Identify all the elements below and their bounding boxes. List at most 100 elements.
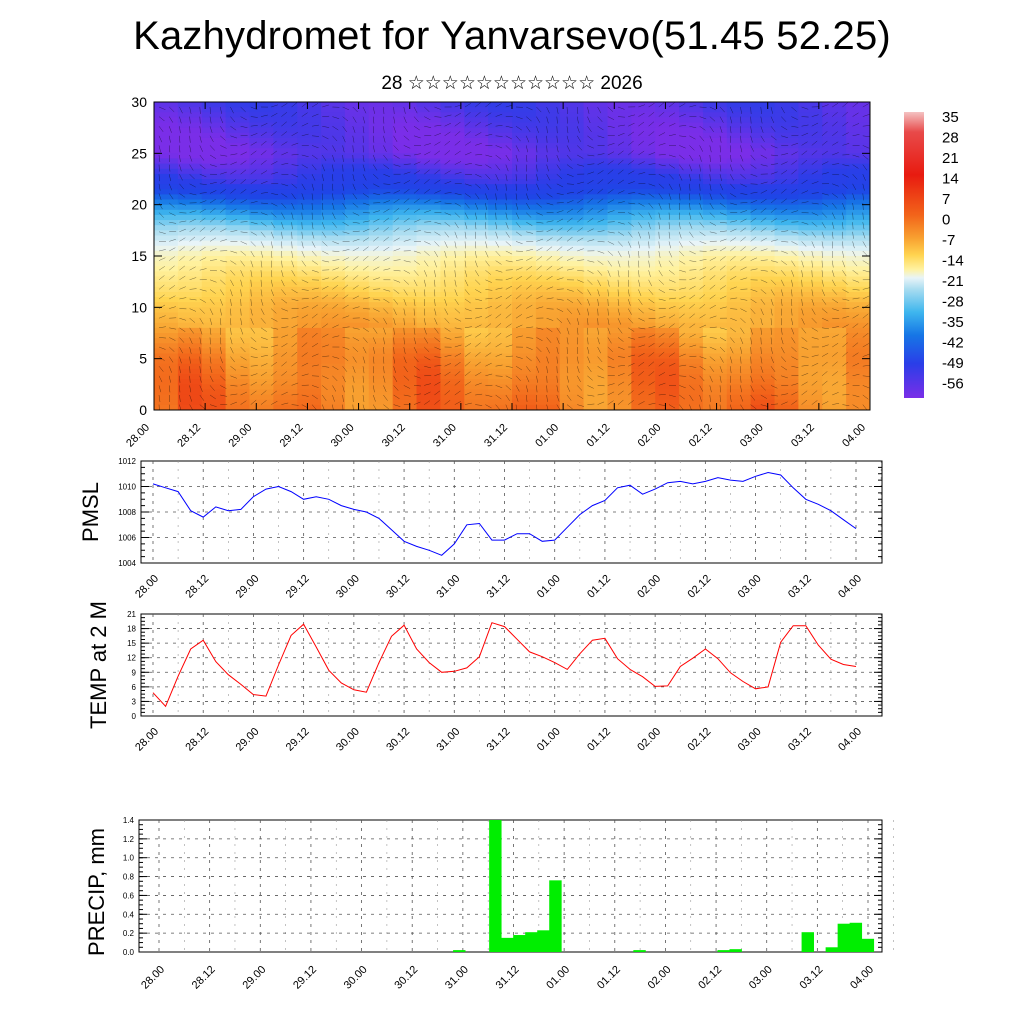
wind-barb [862,222,865,230]
wind-barb [750,173,758,177]
wind-barb [781,365,788,371]
wind-barb [271,171,278,175]
heatmap-cell [750,112,776,118]
heatmap-cell [679,240,704,247]
heatmap-cell [297,230,322,237]
wind-barb [413,356,419,363]
heatmap-cell [321,107,346,113]
wind-barb [403,308,406,316]
heatmap-cell [702,286,728,293]
heatmap-cell [154,199,179,206]
wind-barb [699,394,702,402]
heatmap-cell [679,122,704,129]
heatmap-cell [774,245,799,252]
wind-barb [434,365,442,367]
wind-barb [444,289,446,297]
heatmap-cell [273,179,298,185]
wind-barb [271,361,278,367]
wind-barb [403,154,411,157]
heatmap-cell [344,312,370,319]
heatmap-cell [225,338,251,344]
heatmap-cell [488,281,513,288]
heatmap-cell [297,112,322,118]
heatmap-cell [702,379,728,385]
wind-barb [730,317,737,321]
wind-barb [403,375,410,381]
heatmap-cell [177,399,203,406]
wind-barb [597,365,604,371]
wind-barb [780,298,783,306]
heatmap-cell [416,302,441,308]
wind-barb [862,375,870,377]
wind-barb [648,121,655,127]
wind-barb [281,326,289,329]
wind-barb [811,140,818,146]
heatmap-cell [774,143,799,149]
wind-barb [709,294,716,300]
heatmap-cell [774,338,799,344]
wind-barb [525,193,529,201]
heatmap-cell [702,168,728,175]
wind-barb [770,163,778,165]
wind-barb [658,298,666,301]
heatmap-cell [774,281,799,288]
heatmap-cell [702,358,728,365]
wind-barb [526,337,534,339]
wind-barb [260,308,265,315]
y-tick-label: 6 [132,683,137,692]
heatmap-cell [631,179,656,185]
heatmap-cell [750,179,776,185]
heatmap-cell [392,276,418,283]
heatmap-cell [249,122,274,129]
wind-barb [740,227,747,233]
wind-barb [607,346,614,353]
heatmap-cell [726,168,752,175]
wind-barb [454,241,457,249]
heatmap-cell [488,250,513,257]
wind-barb [760,227,767,233]
top-x-tick-label: 01.00 [533,422,561,450]
wind-barb [617,132,625,137]
heatmap-cell [535,112,561,118]
heatmap-cell [249,297,274,303]
heatmap-cell [559,189,585,195]
wind-barb [281,231,283,239]
heatmap-cell [702,302,728,308]
heatmap-cell [679,358,704,365]
wind-barb [454,308,461,314]
heatmap-cell [750,102,776,108]
heatmap-cell [249,102,274,108]
wind-barb [597,308,599,316]
heatmap-cell [535,158,561,165]
wind-barb [271,150,278,156]
wind-barb [434,381,441,386]
heatmap-cell [726,394,752,401]
wind-barb [179,286,186,290]
heatmap-cell [225,143,251,149]
precip-bar [729,949,742,952]
y-tick-label: 1010 [118,483,136,492]
wind-barb [403,163,411,165]
wind-barb [801,159,808,165]
wind-barb [158,154,161,162]
heatmap-cell [798,338,823,344]
wind-barb [750,375,753,383]
wind-barb [199,366,201,374]
wind-barb [699,294,706,300]
heatmap-cell [583,286,609,293]
heatmap-cell [177,179,203,185]
wind-barb [393,289,400,294]
wind-barb [577,190,584,194]
heatmap-cell [535,404,561,410]
heatmap-cell [368,225,394,231]
precip-x-tick-label: 01.12 [595,964,623,992]
y-tick-label: 0 [139,402,147,418]
wind-barb [209,164,217,167]
heatmap-cell [798,276,823,283]
heatmap-cell [798,333,823,339]
wind-barb [485,241,488,249]
wind-barb [403,239,411,242]
heatmap-cell [154,394,179,401]
heatmap-cell [273,240,298,247]
wind-barb [832,141,839,146]
